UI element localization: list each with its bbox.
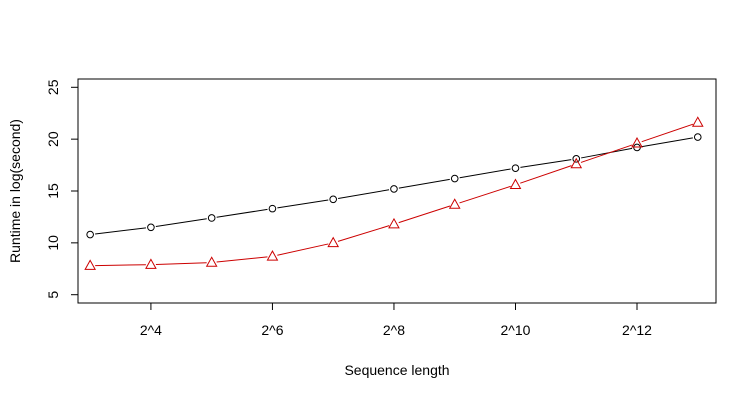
x-tick-label: 2^10 bbox=[501, 322, 531, 338]
y-tick-label: 25 bbox=[45, 79, 61, 95]
series-layer bbox=[84, 116, 704, 270]
series-2-segment bbox=[398, 205, 451, 224]
y-axis-title: Runtime in log(second) bbox=[7, 119, 23, 263]
series-1-point bbox=[450, 174, 459, 183]
y-tick-label: 10 bbox=[45, 235, 61, 251]
series-1-segment bbox=[338, 189, 390, 199]
series-2-segment bbox=[580, 144, 633, 163]
series-2-point bbox=[205, 256, 218, 267]
series-2-segment bbox=[277, 243, 329, 256]
series-2-point bbox=[327, 236, 340, 248]
series-2-segment bbox=[459, 185, 511, 204]
series-2-point bbox=[691, 116, 704, 127]
series-2-segment bbox=[641, 123, 694, 143]
x-tick-label: 2^8 bbox=[383, 322, 405, 338]
series-1-point bbox=[86, 230, 94, 239]
series-2-point bbox=[388, 217, 400, 229]
series-2-segment bbox=[216, 256, 268, 263]
series-2-point bbox=[631, 137, 643, 148]
series-2-point bbox=[448, 198, 461, 209]
series-1-point bbox=[511, 164, 520, 172]
series-1-point bbox=[329, 195, 338, 204]
series-2-point bbox=[145, 258, 157, 269]
series-2-segment bbox=[155, 262, 207, 265]
series-2-point bbox=[570, 157, 583, 169]
series-1-point bbox=[207, 214, 216, 222]
series-2-point bbox=[84, 259, 97, 270]
series-1-point bbox=[390, 185, 398, 193]
series-1-segment bbox=[641, 137, 693, 148]
series-1-point bbox=[693, 133, 702, 141]
series-2-segment bbox=[95, 264, 146, 267]
series-1-segment bbox=[459, 168, 511, 179]
series-1-point bbox=[147, 223, 155, 232]
series-1-segment bbox=[95, 227, 147, 235]
y-tick-label: 20 bbox=[45, 131, 61, 147]
x-axis: 2^4 2^6 2^8 2^10 2^12 bbox=[140, 303, 652, 338]
series-1-segment bbox=[398, 178, 450, 189]
y-tick-label: 5 bbox=[45, 291, 61, 299]
x-tick-label: 2^12 bbox=[622, 322, 652, 338]
series-1-segment bbox=[277, 199, 329, 209]
series-2-segment bbox=[337, 225, 390, 242]
series-2-point bbox=[509, 178, 522, 190]
x-tick-label: 2^6 bbox=[261, 322, 283, 338]
series-1-segment bbox=[155, 218, 207, 228]
x-tick-label: 2^4 bbox=[140, 322, 162, 338]
series-1-point bbox=[268, 204, 277, 213]
series-1-segment bbox=[520, 159, 572, 168]
series-2-segment bbox=[520, 165, 572, 184]
series-1-point bbox=[572, 155, 581, 163]
y-tick-label: 15 bbox=[45, 183, 61, 199]
series-2-point bbox=[266, 250, 279, 261]
x-axis-title: Sequence length bbox=[344, 362, 449, 378]
series-1-segment bbox=[216, 208, 268, 218]
y-axis: 5 10 15 20 25 bbox=[45, 79, 78, 299]
